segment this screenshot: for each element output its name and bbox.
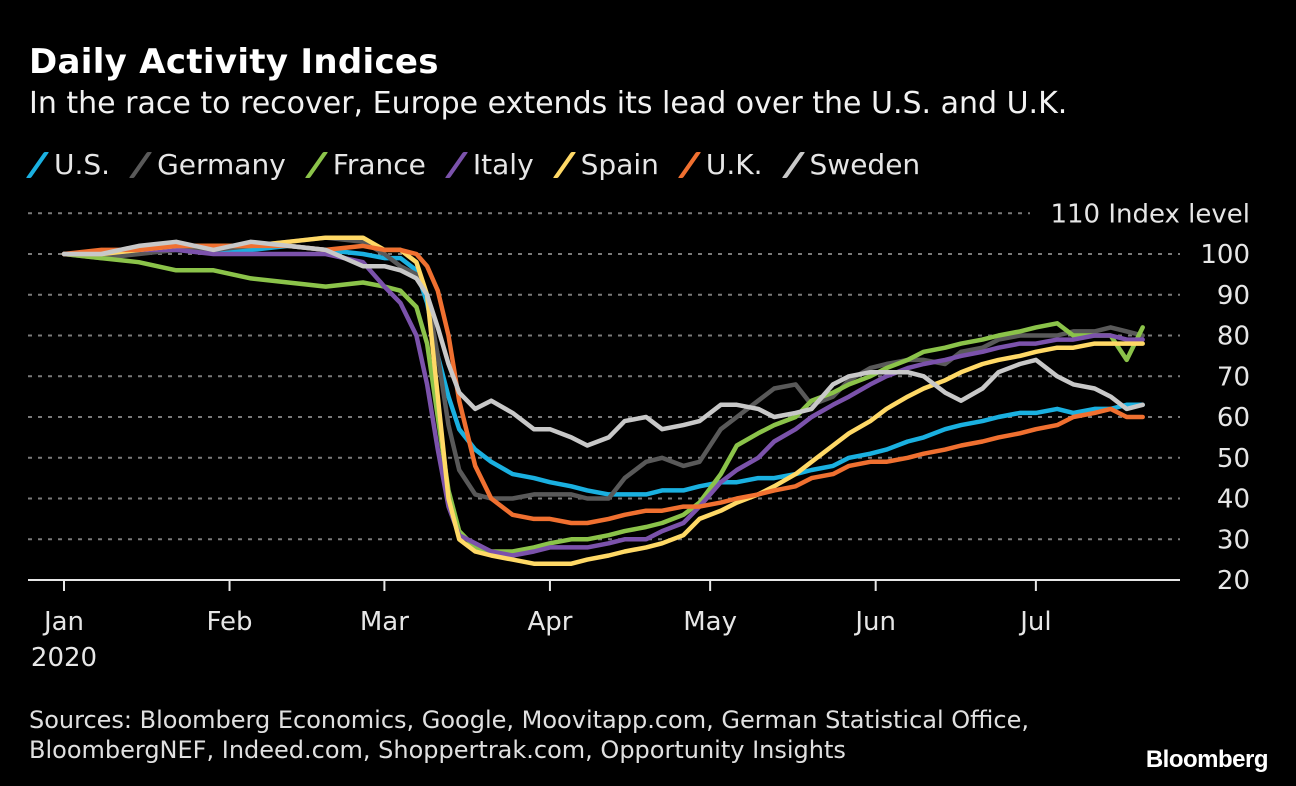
x-tick-label: Jan bbox=[42, 607, 84, 637]
series-line-us bbox=[61, 243, 1145, 497]
chart-subtitle: In the race to recover, Europe extends i… bbox=[29, 86, 1068, 121]
series-line-france bbox=[61, 251, 1145, 554]
legend-item-france: France bbox=[304, 148, 426, 181]
series-line-sweden bbox=[61, 239, 1145, 448]
legend-label: Sweden bbox=[809, 148, 921, 181]
legend-item-us: U.S. bbox=[25, 148, 111, 181]
x-tick-label: Jun bbox=[853, 607, 896, 637]
sources-line-1: Sources: Bloomberg Economics, Google, Mo… bbox=[29, 706, 1029, 734]
legend: U.S. Germany France Italy Spain U.K. Sweden bbox=[25, 148, 942, 181]
y-tick-label: 110 Index level bbox=[1050, 199, 1250, 229]
x-axis: Jan Feb Mar Apr May Jun Jul 2020 bbox=[28, 579, 1180, 673]
y-tick-label: 70 bbox=[1217, 362, 1250, 392]
legend-item-uk: U.K. bbox=[677, 148, 763, 181]
series-line-spain bbox=[61, 235, 1145, 566]
y-tick-label: 100 bbox=[1200, 240, 1250, 270]
y-axis: 20 30 40 50 60 70 80 90 100 110 Index level bbox=[1050, 199, 1250, 596]
legend-item-spain: Spain bbox=[552, 148, 659, 181]
series-line-italy bbox=[61, 247, 1145, 558]
legend-label: U.K. bbox=[705, 148, 763, 181]
series-line-germany bbox=[61, 235, 1145, 501]
bloomberg-logo: Bloomberg bbox=[1145, 746, 1269, 773]
sources-note: Sources: Bloomberg Economics, Google, Mo… bbox=[29, 705, 1029, 765]
y-tick-label: 50 bbox=[1217, 444, 1250, 474]
legend-label: U.S. bbox=[54, 148, 111, 181]
grid-lines bbox=[28, 212, 1180, 541]
x-tick-label: May bbox=[683, 607, 737, 637]
y-tick-label: 40 bbox=[1217, 485, 1250, 515]
y-tick-label: 20 bbox=[1217, 566, 1250, 596]
x-tick-label: Apr bbox=[527, 607, 572, 637]
y-tick-label: 60 bbox=[1217, 403, 1250, 433]
series-line-uk bbox=[61, 243, 1145, 526]
legend-item-germany: Germany bbox=[128, 148, 286, 181]
legend-label: Italy bbox=[472, 148, 534, 181]
y-tick-label: 90 bbox=[1217, 281, 1250, 311]
year-label: 2020 bbox=[31, 643, 97, 673]
x-tick-label: Feb bbox=[207, 607, 253, 637]
series-group bbox=[61, 235, 1145, 566]
legend-item-italy: Italy bbox=[444, 148, 534, 181]
legend-label: France bbox=[332, 148, 426, 181]
x-tick-label: Jul bbox=[1018, 607, 1051, 637]
legend-label: Spain bbox=[580, 148, 659, 181]
y-tick-label: 80 bbox=[1217, 322, 1250, 352]
y-tick-label: 30 bbox=[1217, 525, 1250, 555]
legend-item-sweden: Sweden bbox=[781, 148, 921, 181]
x-tick-label: Mar bbox=[360, 607, 409, 637]
sources-line-2: BloombergNEF, Indeed.com, Shoppertrak.co… bbox=[29, 736, 846, 764]
chart-title: Daily Activity Indices bbox=[29, 42, 439, 82]
legend-label: Germany bbox=[157, 148, 286, 181]
